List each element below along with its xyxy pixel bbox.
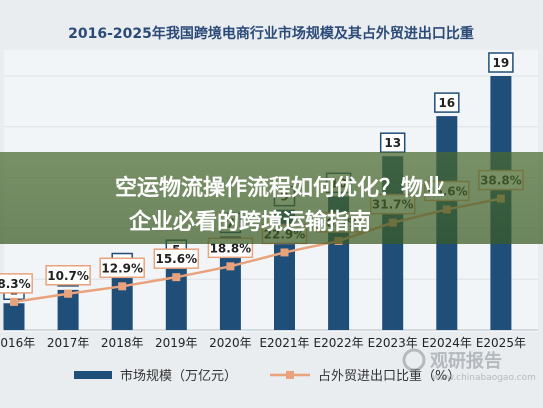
line-value-label: 12.9% [101, 261, 143, 275]
line-point [64, 289, 73, 298]
bar [111, 276, 133, 330]
line-point [280, 248, 289, 257]
watermark-logo-icon [402, 348, 426, 372]
line-point [172, 273, 181, 282]
x-tick-label: E2022年 [314, 336, 364, 350]
line-value-box [153, 248, 200, 269]
bar-value-label: 16 [438, 96, 455, 110]
line-point [10, 297, 18, 306]
watermark-brand: 观研报告 [430, 350, 502, 372]
bar-value-box [488, 52, 514, 73]
line-value-box [99, 257, 145, 279]
x-tick-label: 2019年 [155, 336, 198, 350]
x-tick-label: 2020年 [209, 336, 252, 350]
headline-line-2: 企业必看的跨境运输指南 [128, 209, 371, 235]
line-point [226, 262, 235, 271]
line-value-box [45, 265, 91, 286]
x-tick-label: E2025年 [476, 336, 526, 350]
x-tick-label: E2024年 [422, 336, 472, 350]
x-tick-label: 2017年 [47, 336, 90, 350]
legend-line-label: 占外贸进出口比重（%） [318, 368, 460, 384]
legend-bar-swatch [74, 371, 112, 379]
legend: 市场规模（万亿元） 占外贸进出口比重（%） [74, 368, 460, 384]
line-point [118, 282, 127, 291]
line-value-label: 8.3% [0, 277, 31, 291]
watermark-url: www.chinabaogao.com [432, 373, 536, 383]
x-tick-label: E2023年 [368, 336, 418, 350]
line-value-label: 18.8% [210, 241, 252, 255]
x-tick-label: 2018年 [101, 336, 144, 350]
line-value-box [0, 273, 33, 294]
x-tick-label: E2021年 [259, 336, 309, 350]
bar [57, 289, 79, 330]
watermark: 观研报告 www.chinabaogao.com [402, 348, 536, 383]
line-value-label: 10.7% [47, 269, 89, 283]
bar [3, 303, 25, 330]
bar-value-label: 19 [493, 56, 510, 70]
bar-value-label: 13 [384, 136, 401, 150]
legend-bar-label: 市场规模（万亿元） [120, 368, 237, 384]
line-value-label: 15.6% [155, 252, 197, 266]
x-tick-label: 2016年 [0, 336, 35, 350]
headline-overlay-band [0, 152, 543, 244]
bar [219, 236, 241, 330]
headline-line-1: 空运物流操作流程如何优化？物业 [115, 175, 445, 201]
bar-value-box [434, 92, 460, 113]
chart-title: 2016-2025年我国跨境电商行业市场规模及其占外贸进出口比重 [68, 25, 474, 42]
bar [165, 263, 187, 330]
legend-line-marker [286, 371, 294, 379]
